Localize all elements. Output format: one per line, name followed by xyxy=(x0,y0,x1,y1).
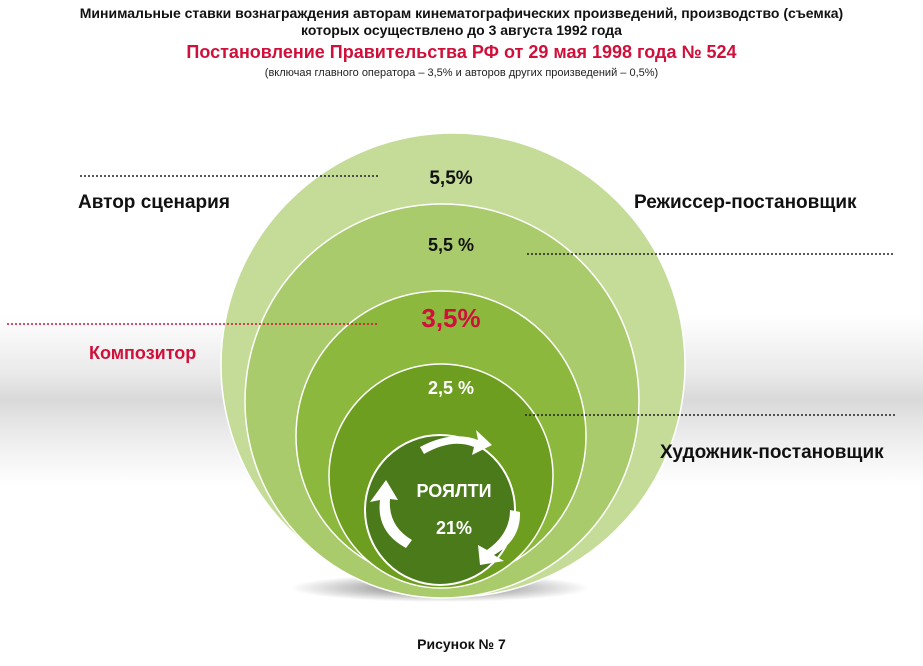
label-screenwriter: Автор сценария xyxy=(78,192,230,213)
decree-title: Постановление Правительства РФ от 29 мая… xyxy=(186,42,737,62)
arrow-bottom-right-icon xyxy=(478,510,521,565)
label-composer: Композитор xyxy=(89,343,197,363)
label-director: Режиссер-постановщик xyxy=(634,192,857,213)
royalty-title: РОЯЛТИ xyxy=(416,481,492,501)
arrow-left-icon xyxy=(370,480,412,548)
header-line2: которых осуществлено до 3 августа 1992 г… xyxy=(301,22,622,38)
header-note: (включая главного оператора – 3,5% и авт… xyxy=(264,67,659,79)
value-art-director: 2,5 % xyxy=(427,378,475,398)
header-title: Минимальные ставки вознаграждения автора… xyxy=(0,5,923,39)
value-director: 5,5 % xyxy=(427,235,475,255)
figure-caption: Рисунок № 7 xyxy=(417,636,506,652)
royalty-core xyxy=(364,434,516,586)
value-screenwriter: 5,5% xyxy=(429,168,473,189)
cycle-arrows-icon xyxy=(370,430,521,565)
royalty-total: 21% xyxy=(435,518,473,538)
value-composer: 3,5% xyxy=(421,303,481,333)
label-art-director: Художник-постановщик xyxy=(660,442,884,463)
header-line1: Минимальные ставки вознаграждения автора… xyxy=(79,5,844,21)
arrow-top-icon xyxy=(420,430,492,455)
